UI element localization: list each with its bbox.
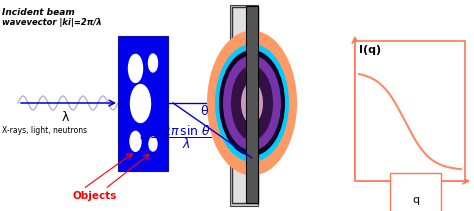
- Bar: [355, 41, 465, 181]
- Polygon shape: [246, 6, 258, 203]
- Text: X-rays, light, neutrons: X-rays, light, neutrons: [2, 126, 87, 135]
- Bar: [118, 36, 168, 171]
- Ellipse shape: [223, 55, 281, 150]
- Text: I(q): I(q): [359, 45, 381, 55]
- Ellipse shape: [215, 44, 289, 162]
- Ellipse shape: [130, 131, 141, 151]
- Ellipse shape: [231, 65, 273, 141]
- Ellipse shape: [207, 31, 297, 176]
- Text: $q = \dfrac{2\pi\,\sin\,\theta}{\lambda}$: $q = \dfrac{2\pi\,\sin\,\theta}{\lambda}…: [139, 123, 211, 151]
- Text: θ: θ: [200, 105, 208, 118]
- Ellipse shape: [241, 82, 263, 124]
- Ellipse shape: [148, 54, 157, 72]
- Ellipse shape: [128, 54, 143, 83]
- Text: λ: λ: [61, 111, 69, 124]
- Polygon shape: [230, 5, 258, 206]
- Text: Objects: Objects: [73, 191, 117, 201]
- Ellipse shape: [149, 137, 157, 151]
- Text: Incident beam: Incident beam: [2, 8, 75, 17]
- Text: q: q: [412, 195, 419, 205]
- Ellipse shape: [219, 50, 285, 156]
- Polygon shape: [232, 7, 258, 203]
- Text: wavevector |ki|=2π/λ: wavevector |ki|=2π/λ: [2, 18, 101, 27]
- Ellipse shape: [130, 84, 151, 123]
